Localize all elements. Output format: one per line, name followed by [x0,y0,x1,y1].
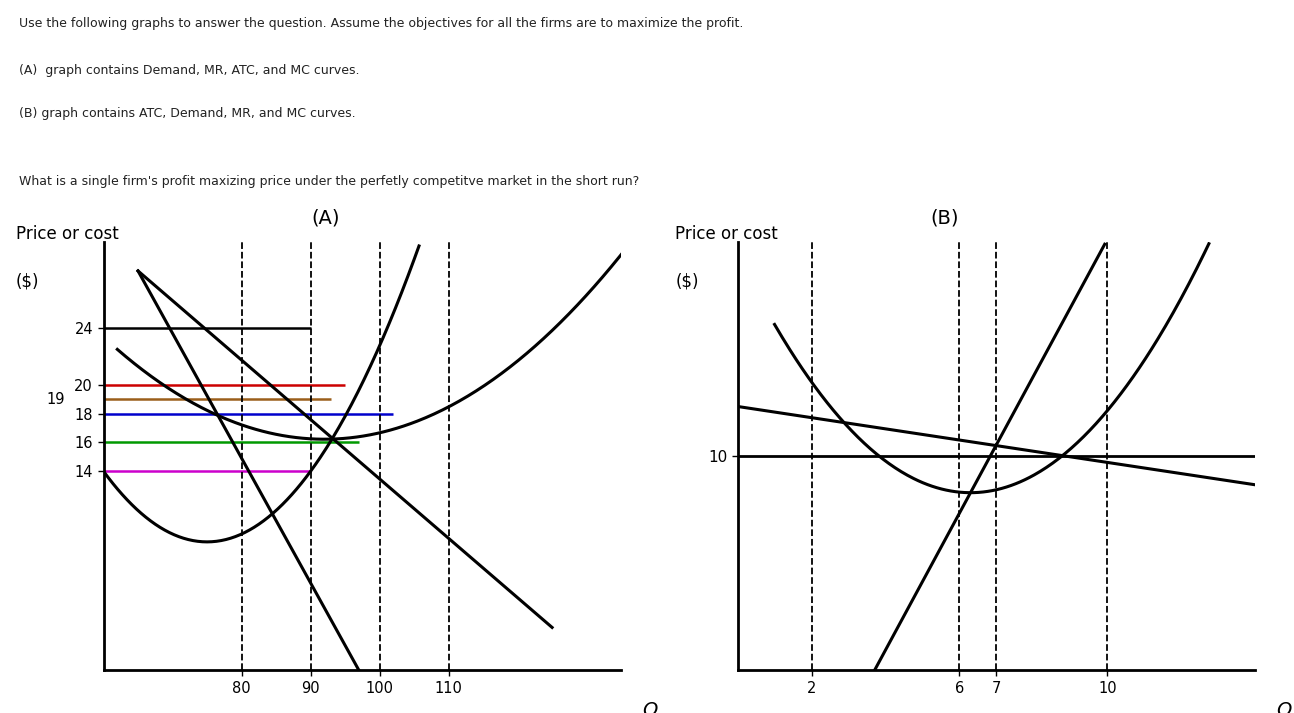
Text: ($): ($) [16,272,39,290]
Text: ($): ($) [675,272,699,290]
Text: (A)  graph contains Demand, MR, ATC, and MC curves.: (A) graph contains Demand, MR, ATC, and … [19,64,360,77]
Text: Q: Q [642,700,657,713]
Text: 19: 19 [47,391,65,407]
Text: What is a single firm's profit maxizing price under the perfetly competitve mark: What is a single firm's profit maxizing … [19,175,639,188]
Text: (B): (B) [930,208,959,227]
Text: (A): (A) [312,208,340,227]
Text: Price or cost: Price or cost [675,225,778,243]
Text: (B) graph contains ATC, Demand, MR, and MC curves.: (B) graph contains ATC, Demand, MR, and … [19,107,356,120]
Text: Q: Q [1276,700,1291,713]
Text: Price or cost: Price or cost [16,225,118,243]
Text: Use the following graphs to answer the question. Assume the objectives for all t: Use the following graphs to answer the q… [19,17,744,30]
